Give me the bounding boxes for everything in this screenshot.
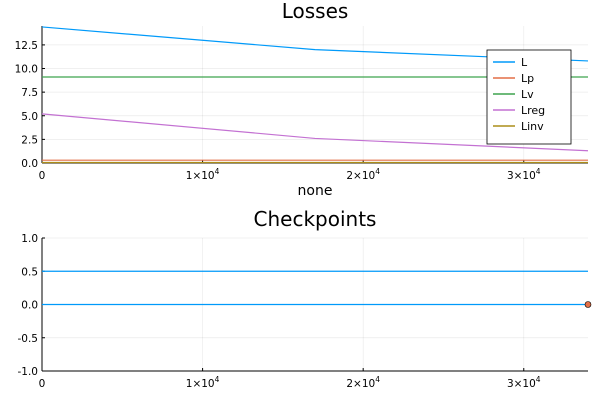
legend-label: Lreg <box>521 104 545 117</box>
y-tick-label: 7.5 <box>21 87 38 99</box>
panel-title: Checkpoints <box>254 207 377 231</box>
legend-label: L <box>521 56 528 69</box>
legend-box <box>486 49 572 145</box>
panel-1: Checkpoints 0 1×104 2×104 3×104 -1.0 -0.5 0.0 0.… <box>18 207 592 390</box>
x-tick-label: 3×104 <box>507 375 541 390</box>
y-tick-label: -0.5 <box>18 333 39 345</box>
y-tick-label: 12.5 <box>15 40 38 52</box>
y-tick-label: -1.0 <box>18 366 39 378</box>
y-tick-label: 1.0 <box>21 233 38 245</box>
x-tick-label: 0 <box>39 378 46 390</box>
legend-label: Lp <box>521 72 534 85</box>
x-tick-label: 2×104 <box>346 167 380 182</box>
legend-label: Lv <box>521 88 534 101</box>
panel-title: Losses <box>282 0 349 23</box>
panel-0: Losses 0 1×104 2×104 3×104 0.0 2.5 5.0 7.5 10.0 12… <box>15 0 588 199</box>
x-tick-label: 1×104 <box>186 167 220 182</box>
x-tick-label: 3×104 <box>507 167 541 182</box>
x-axis-label: none <box>298 183 333 199</box>
x-tick-label: 2×104 <box>346 375 380 390</box>
legend: L Lp Lv Lreg Linv <box>486 49 572 145</box>
y-tick-label: 0.5 <box>21 266 38 278</box>
x-tick-label: 1×104 <box>186 375 220 390</box>
x-tick-label: 0 <box>39 170 46 182</box>
y-tick-label: 2.5 <box>21 134 38 146</box>
y-tick-label: 0.0 <box>21 300 38 312</box>
checkpoint-marker <box>584 301 592 308</box>
series-line-lreg <box>42 113 588 152</box>
legend-label: Linv <box>521 120 544 133</box>
y-tick-label: 5.0 <box>21 111 38 123</box>
y-tick-label: 10.0 <box>15 64 38 76</box>
y-tick-label: 0.0 <box>21 158 38 170</box>
